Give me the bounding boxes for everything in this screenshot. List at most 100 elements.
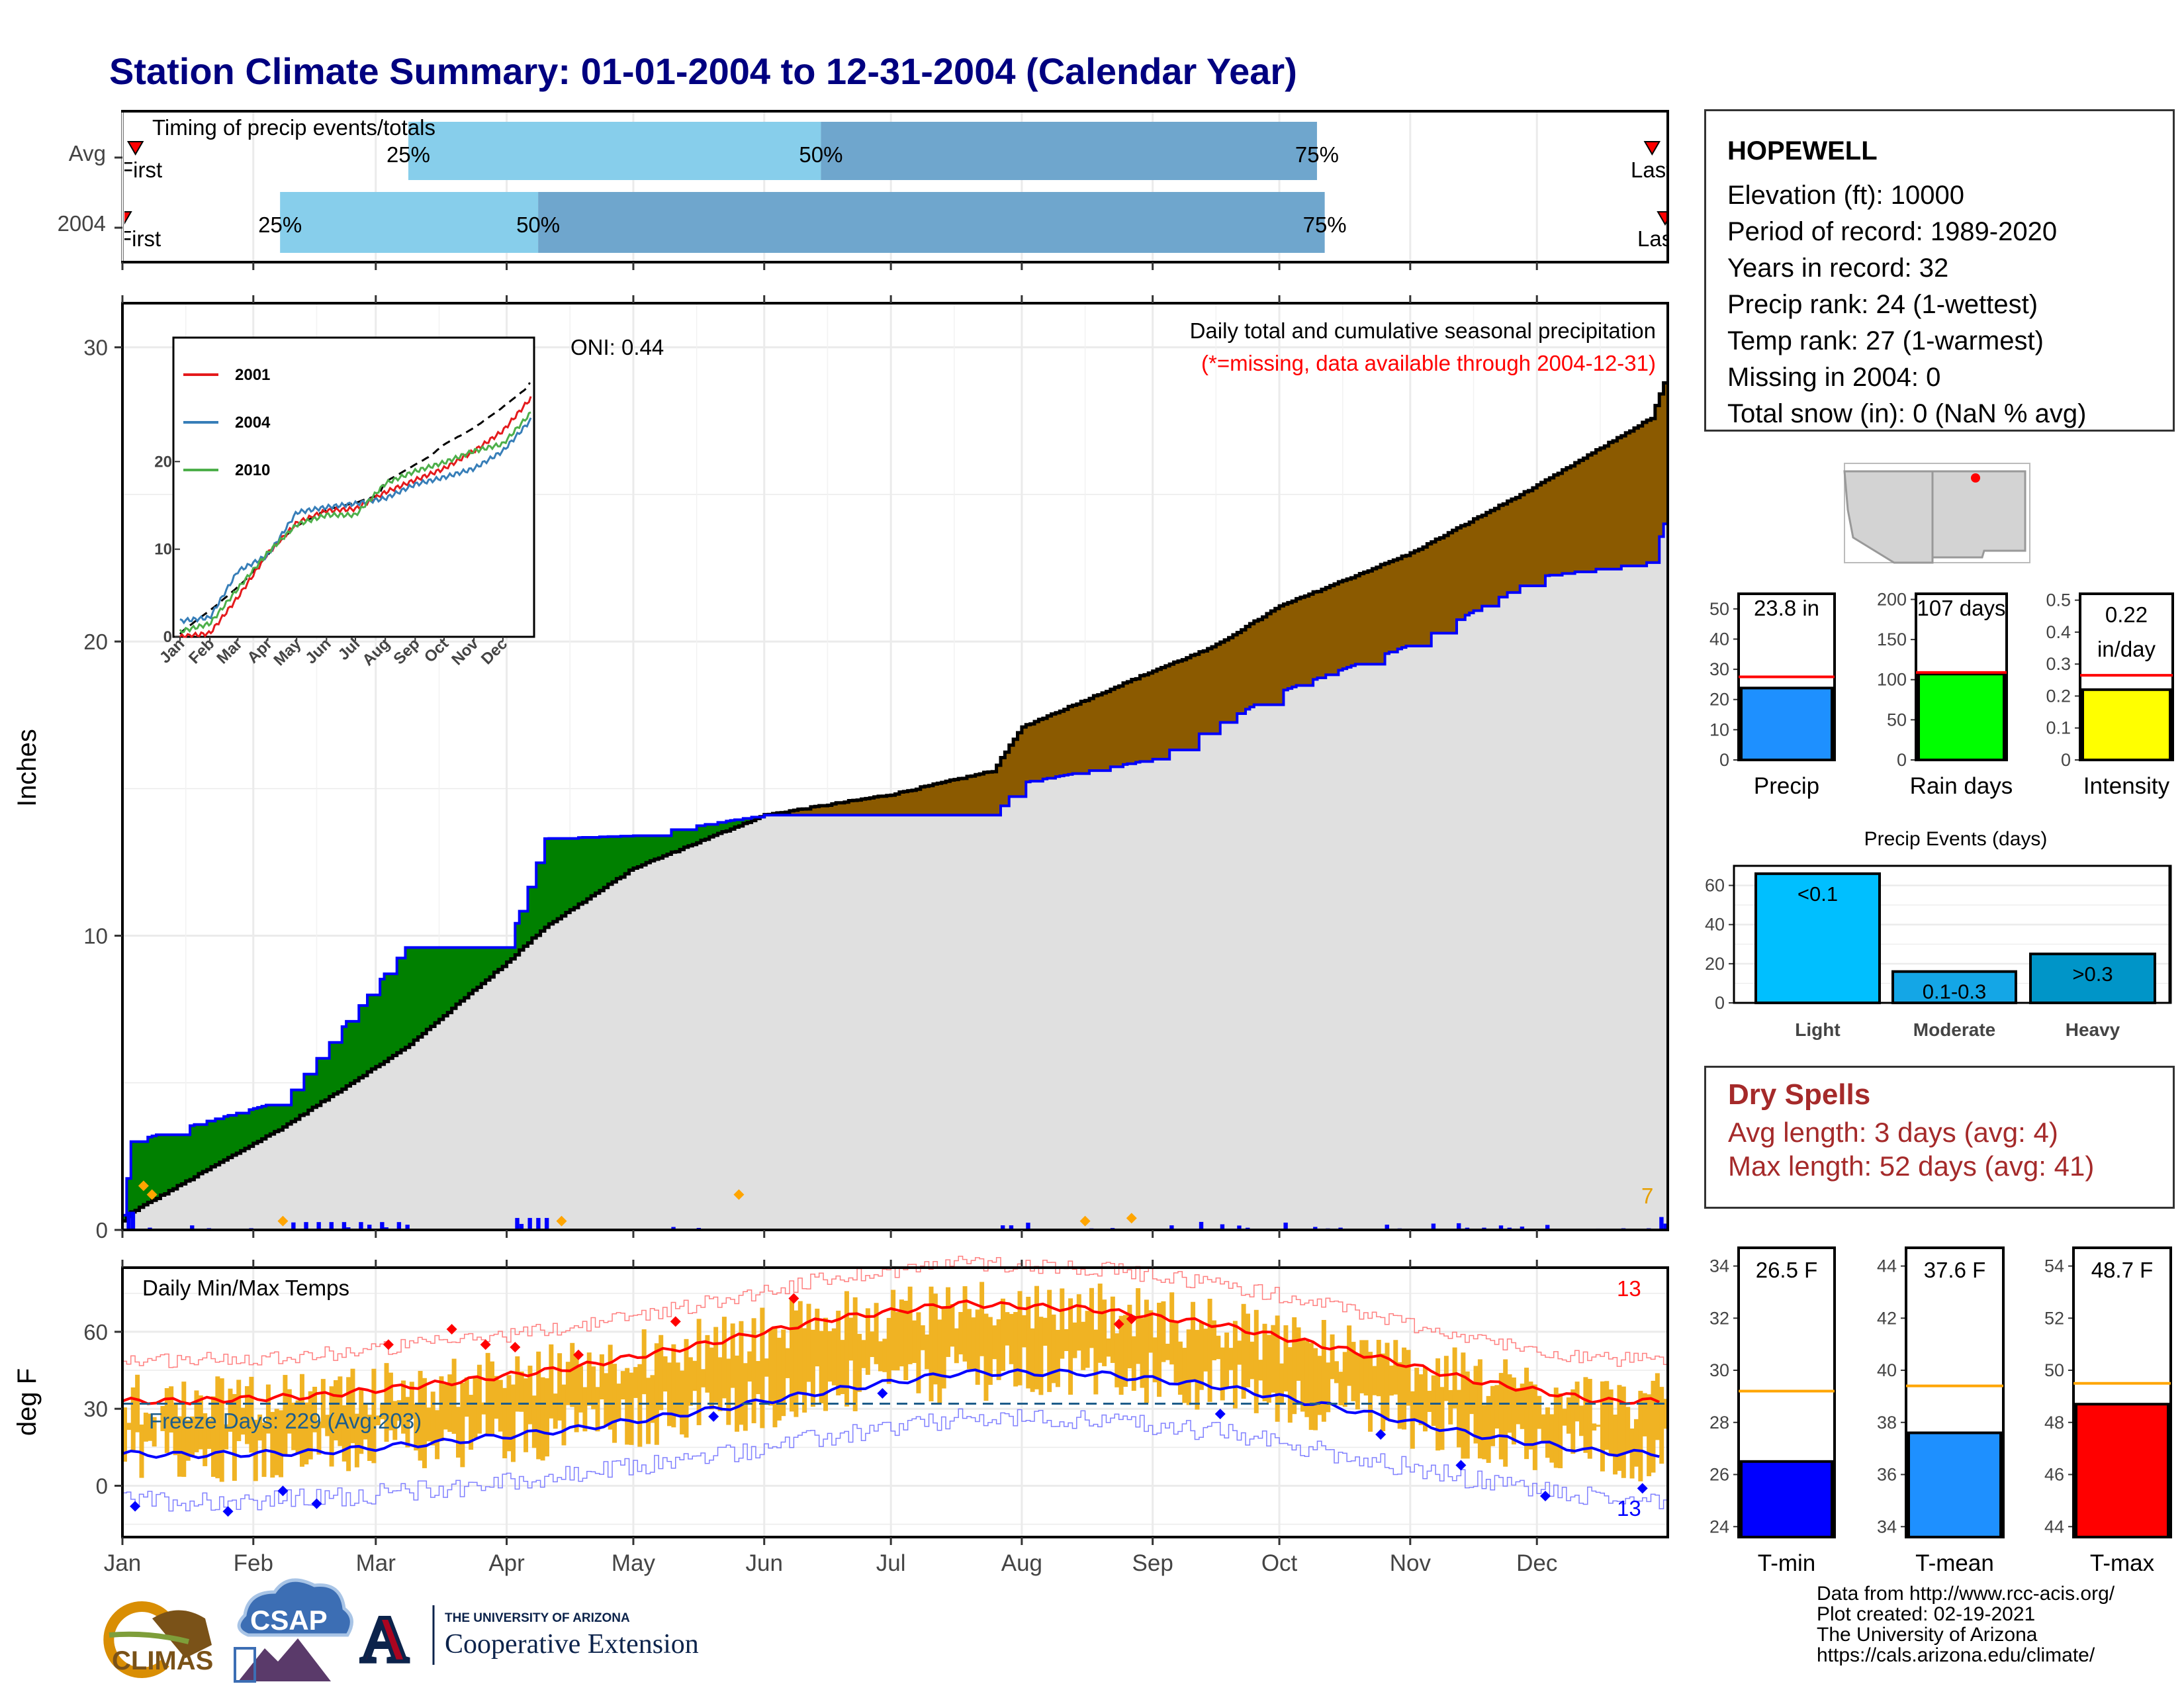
daily-temp-bar <box>1524 1368 1529 1460</box>
daily-temp-bar <box>359 1389 364 1454</box>
summary-y-tick: 38 <box>1877 1413 1897 1432</box>
summary-y-tick: 24 <box>1709 1517 1729 1536</box>
timing-bar-q2 <box>280 192 539 253</box>
daily-temp-bar <box>257 1414 263 1441</box>
daily-temp-bar <box>1372 1366 1377 1395</box>
daily-temp-bar <box>232 1393 237 1481</box>
daily-temp-bar <box>164 1388 169 1453</box>
timing-bar-q3 <box>538 192 1325 253</box>
daily-temp-bar <box>341 1405 347 1462</box>
month-label: Jun <box>746 1550 783 1576</box>
daily-temp-bar <box>215 1376 220 1479</box>
record-max-marker <box>670 1316 681 1327</box>
daily-temp-bar <box>768 1329 774 1406</box>
daily-temp-bar <box>502 1387 508 1458</box>
precip-panel: 0 10 20 30 Daily total and cumulative seaso… <box>13 295 1669 1243</box>
daily-temp-bar <box>1173 1321 1179 1383</box>
events-y-tick: 20 <box>1705 954 1725 974</box>
inset-series-2001 <box>179 396 532 639</box>
oni-label: ONI: 0.44 <box>570 335 664 359</box>
daily-temp-bar <box>1553 1387 1559 1468</box>
daily-temp-bar <box>870 1331 875 1358</box>
daily-temp-bar <box>836 1311 841 1395</box>
daily-temp-bar <box>810 1329 815 1407</box>
summary-y-tick: 200 <box>1877 589 1907 609</box>
summary-category-label: T-min <box>1758 1550 1816 1576</box>
daily-temp-bar <box>844 1291 849 1407</box>
daily-temp-bar <box>401 1380 406 1434</box>
daily-temp-bar <box>1520 1383 1525 1429</box>
precip-caption: Daily total and cumulative seasonal prec… <box>1190 318 1656 343</box>
daily-temp-bar <box>1042 1317 1048 1346</box>
precip-y-tick: 30 <box>83 336 108 360</box>
daily-precip-bar <box>359 1222 363 1230</box>
daily-temp-bar <box>456 1407 461 1458</box>
daily-temp-bar <box>240 1407 246 1435</box>
daily-temp-bar <box>1000 1298 1005 1371</box>
daily-temp-bar <box>840 1340 845 1394</box>
daily-temp-bar <box>735 1355 740 1432</box>
daily-temp-bar <box>523 1378 529 1452</box>
daily-temp-bar <box>865 1308 870 1375</box>
record-min-marker <box>1375 1429 1387 1440</box>
daily-temp-bar <box>498 1380 503 1432</box>
daily-temp-bar <box>1414 1368 1420 1421</box>
daily-temp-bar <box>1275 1315 1280 1422</box>
daily-temp-bar <box>1283 1325 1289 1392</box>
summary-category-label: T-max <box>2090 1550 2155 1576</box>
summary-bar-Rain days <box>1917 673 2005 761</box>
events-bar-label: 0.1-0.3 <box>1923 980 1987 1004</box>
daily-temp-bar <box>713 1327 719 1403</box>
events-y-tick: 40 <box>1705 915 1725 935</box>
daily-temp-bar <box>781 1329 786 1417</box>
daily-temp-bar <box>531 1395 537 1448</box>
daily-temp-bar <box>299 1374 304 1467</box>
station-name: HOPEWELL <box>1727 136 1878 165</box>
daily-temp-bar <box>764 1358 769 1377</box>
daily-temp-bar <box>705 1335 710 1393</box>
daily-temp-bar <box>312 1386 318 1432</box>
summary-y-tick: 50 <box>1887 710 1907 729</box>
daily-temp-bar <box>1347 1325 1352 1386</box>
daily-temp-bar <box>206 1419 212 1449</box>
daily-temp-bar <box>181 1382 187 1477</box>
daily-temp-bar <box>363 1403 368 1440</box>
daily-temp-bar <box>274 1409 279 1476</box>
station-info-box: HOPEWELL Elevation (ft): 10000 Period of… <box>1704 109 2175 432</box>
daily-temp-bar <box>1655 1373 1660 1440</box>
daily-temp-bar <box>1258 1360 1263 1381</box>
daily-temp-bar <box>265 1384 271 1434</box>
daily-temp-bar <box>1165 1343 1170 1360</box>
snow-marker <box>138 1180 149 1192</box>
timing-pct-label: 50% <box>799 142 842 167</box>
timing-bar-q3 <box>821 122 1317 180</box>
record-max-marker <box>510 1342 521 1353</box>
daily-temp-bar <box>190 1416 195 1456</box>
summary-bar-T-mean <box>1907 1431 2002 1538</box>
dry-spells-title: Dry Spells <box>1728 1078 1871 1111</box>
credit-line-url: https://cals.arizona.edu/climate/ <box>1817 1644 2095 1666</box>
csap-logo: CSAP <box>234 1578 353 1683</box>
daily-temp-bar <box>1038 1317 1044 1395</box>
daily-temp-bar <box>987 1317 993 1385</box>
record-min-marker <box>1455 1460 1467 1471</box>
daily-temp-bar <box>1034 1286 1040 1389</box>
daily-temp-bar <box>1157 1303 1162 1397</box>
daily-temp-bar <box>662 1356 668 1392</box>
university-of-arizona-logo: A THE UNIVERSITY OF ARIZONA Cooperative … <box>359 1601 699 1678</box>
record-min-line <box>122 1408 1668 1512</box>
daily-temp-bar <box>316 1421 322 1455</box>
daily-temp-bar <box>903 1300 909 1381</box>
station-elevation: Elevation (ft): 10000 <box>1727 181 1964 210</box>
daily-temp-bar <box>279 1410 284 1477</box>
daily-temp-bar <box>418 1370 423 1461</box>
daily-temp-bar <box>819 1331 824 1403</box>
daily-temp-bar <box>1060 1288 1065 1359</box>
last-label: Last <box>1637 226 1678 251</box>
daily-temp-bar <box>1064 1329 1069 1351</box>
daily-temp-bar <box>1574 1382 1580 1422</box>
daily-temp-bar <box>1195 1330 1200 1410</box>
daily-temp-bar <box>1541 1414 1546 1442</box>
summary-y-tick: 44 <box>2044 1517 2064 1536</box>
